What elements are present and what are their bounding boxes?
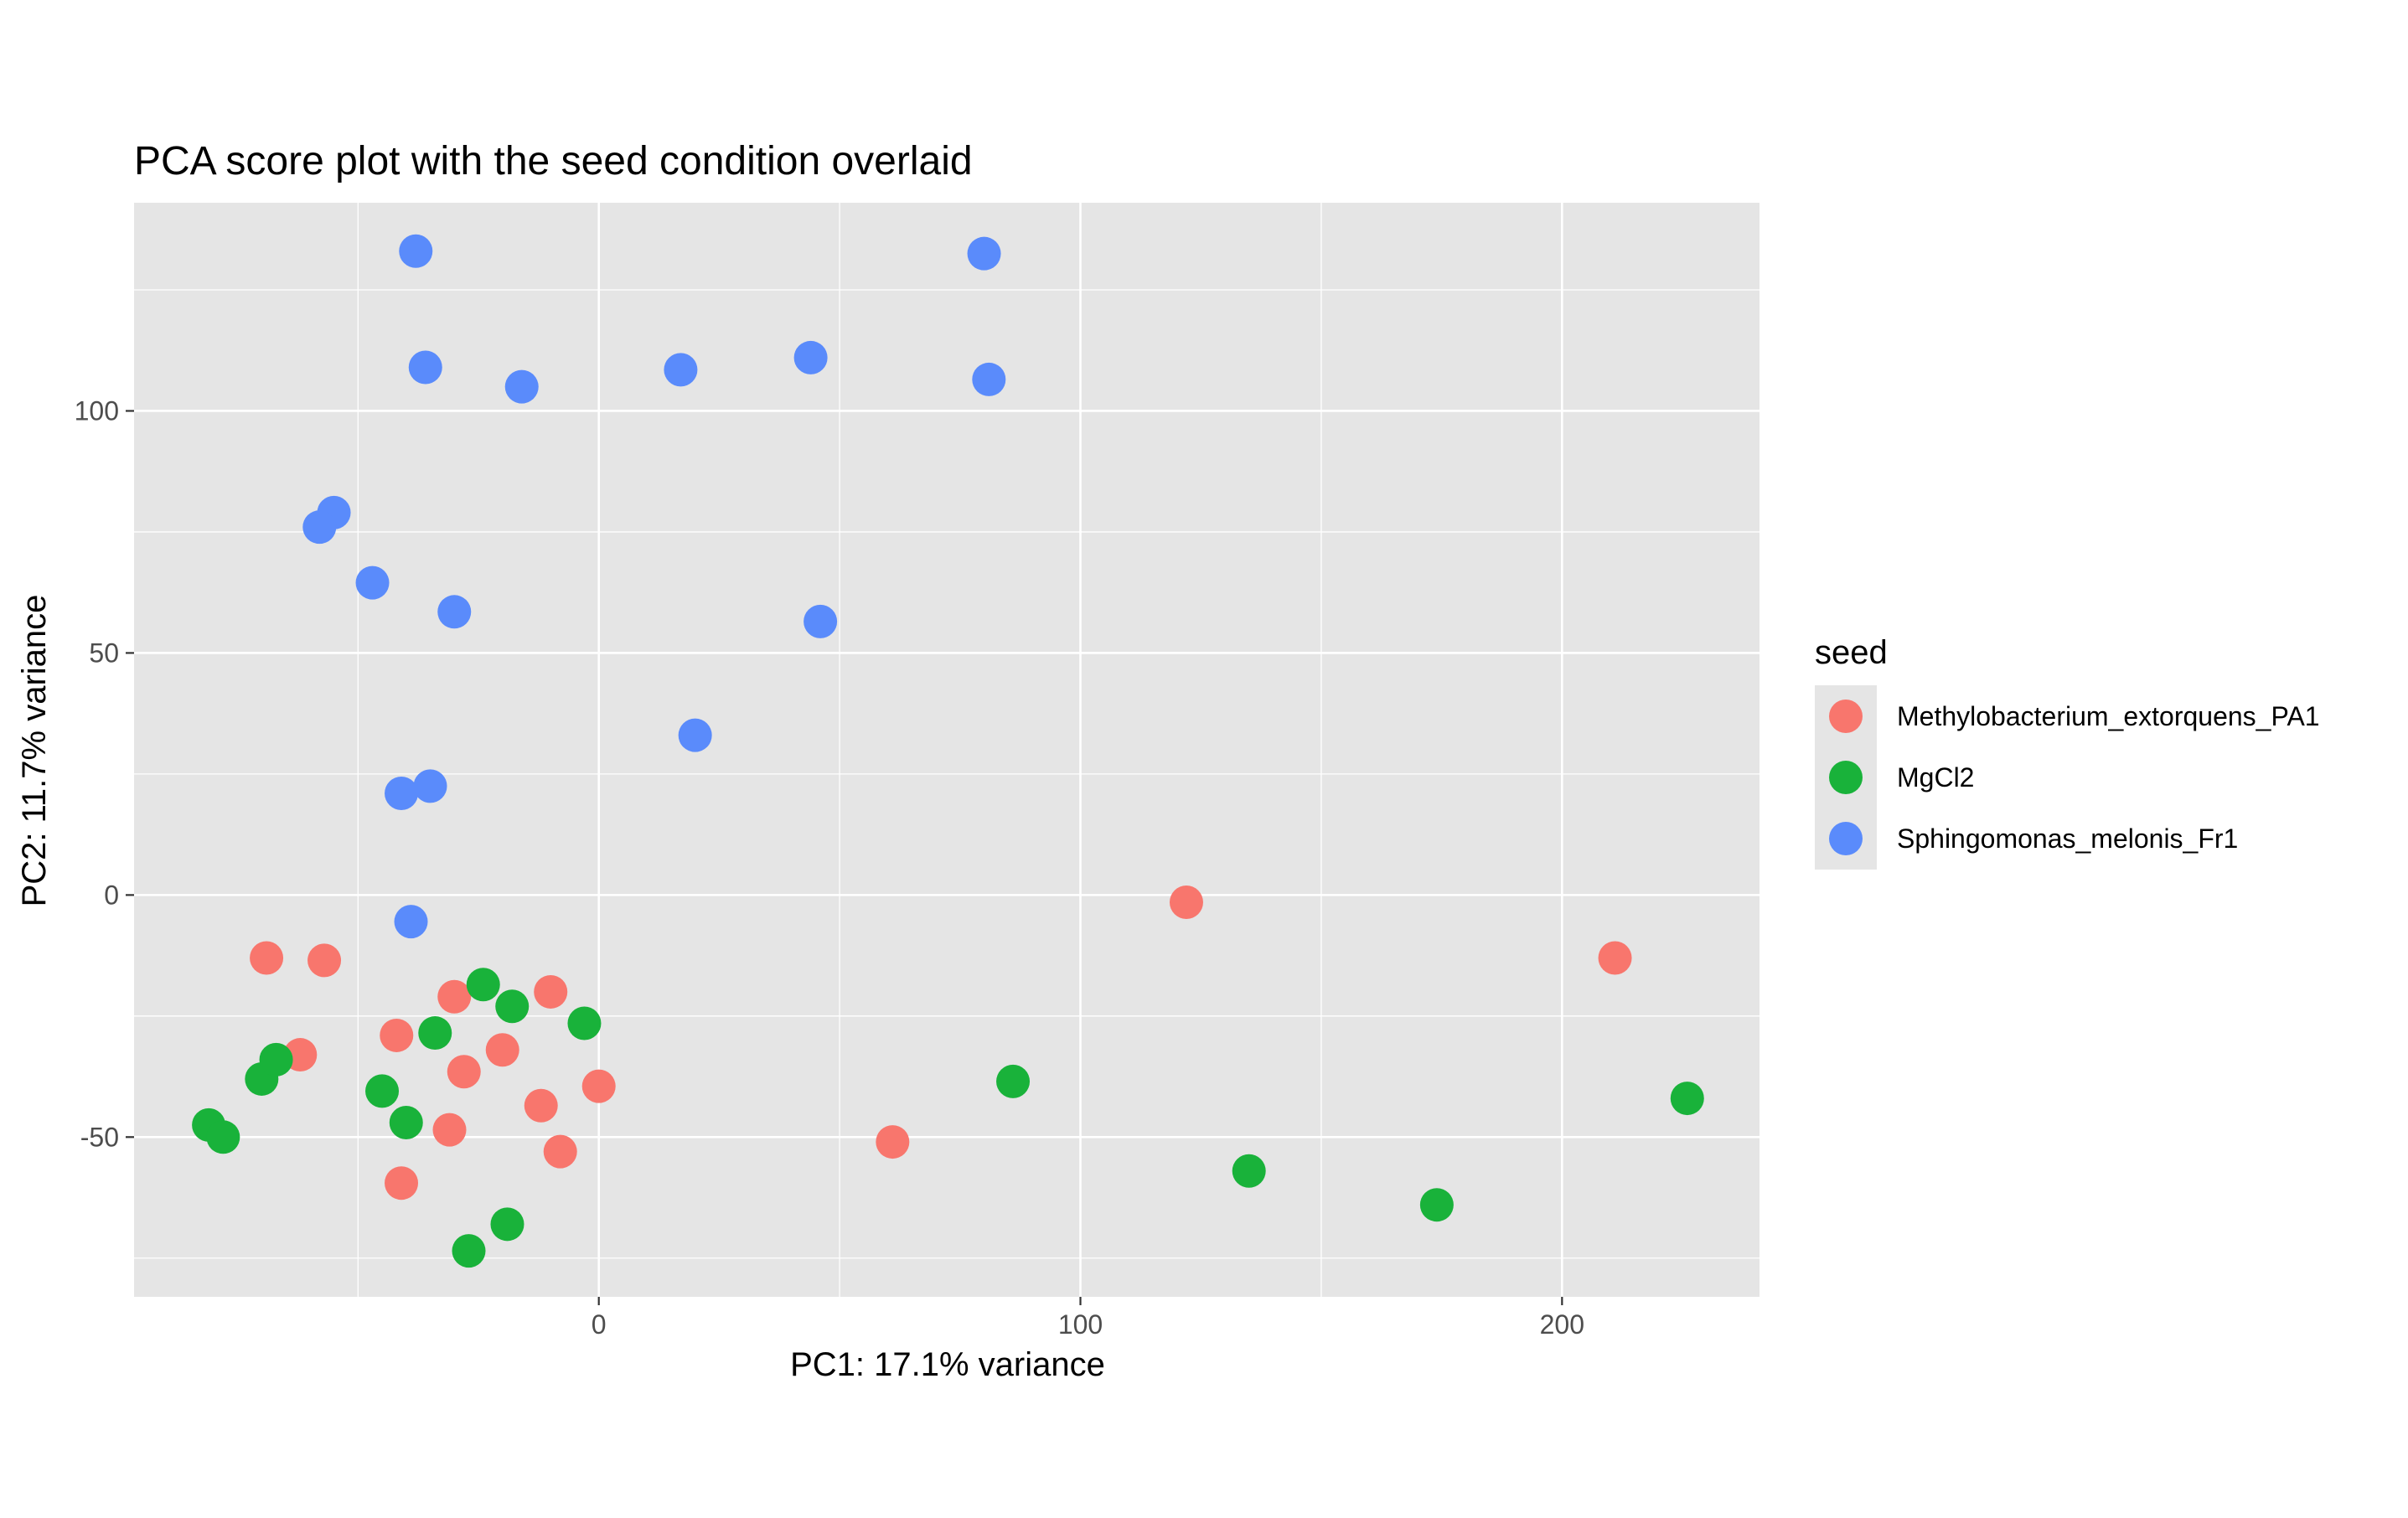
data-point bbox=[1670, 1082, 1704, 1116]
data-point bbox=[447, 1055, 481, 1089]
data-point bbox=[380, 1018, 414, 1052]
data-point bbox=[678, 718, 712, 752]
x-tick-label: 0 bbox=[592, 1309, 607, 1340]
data-point bbox=[495, 989, 530, 1024]
data-point bbox=[490, 1207, 524, 1242]
legend-title: seed bbox=[1815, 634, 1888, 671]
data-point bbox=[418, 1016, 452, 1051]
chart-title: PCA score plot with the seed condition o… bbox=[134, 139, 973, 183]
legend-key bbox=[1829, 822, 1863, 855]
x-tick-label: 100 bbox=[1058, 1309, 1103, 1340]
data-point bbox=[804, 604, 838, 638]
data-points bbox=[192, 234, 1704, 1268]
data-point bbox=[972, 362, 1006, 396]
data-point bbox=[504, 369, 539, 404]
data-point bbox=[524, 1088, 558, 1123]
x-axis: 0 100 200 bbox=[592, 1297, 1584, 1340]
legend-key bbox=[1829, 761, 1863, 794]
data-point bbox=[206, 1120, 240, 1154]
data-point bbox=[1232, 1154, 1266, 1188]
data-point bbox=[259, 1042, 293, 1077]
data-point bbox=[1419, 1188, 1454, 1222]
data-point bbox=[876, 1125, 910, 1159]
y-tick-label: 50 bbox=[89, 638, 119, 668]
data-point bbox=[408, 350, 442, 385]
data-point bbox=[355, 565, 390, 600]
data-point bbox=[385, 1166, 419, 1200]
y-axis-title: PC2: 11.7% variance bbox=[16, 595, 53, 907]
y-tick-label: 0 bbox=[104, 880, 119, 910]
data-point bbox=[996, 1064, 1031, 1098]
data-point bbox=[307, 943, 342, 978]
y-tick-label: -50 bbox=[80, 1122, 119, 1152]
legend-label: Sphingomonas_melonis_Fr1 bbox=[1897, 824, 2238, 854]
data-point bbox=[664, 353, 698, 387]
y-tick-label: 100 bbox=[75, 395, 119, 426]
y-axis: -50 0 50 100 bbox=[75, 395, 134, 1152]
legend-key bbox=[1829, 700, 1863, 733]
data-point bbox=[793, 340, 828, 374]
data-point bbox=[389, 1105, 423, 1139]
plot-panel bbox=[134, 203, 1759, 1297]
x-tick-label: 200 bbox=[1540, 1309, 1584, 1340]
grid-minor bbox=[134, 203, 1759, 1297]
data-point bbox=[1169, 886, 1203, 920]
data-point bbox=[394, 905, 428, 939]
data-point bbox=[485, 1033, 519, 1067]
data-point bbox=[1598, 941, 1632, 975]
data-point bbox=[302, 510, 337, 545]
data-point bbox=[365, 1074, 400, 1108]
data-point bbox=[437, 595, 472, 629]
data-point bbox=[967, 236, 1001, 271]
data-point bbox=[385, 777, 419, 811]
data-point bbox=[250, 941, 284, 975]
data-point bbox=[581, 1069, 616, 1103]
data-point bbox=[432, 1113, 467, 1147]
data-point bbox=[452, 1234, 486, 1268]
data-point bbox=[437, 979, 472, 1014]
data-point bbox=[534, 974, 568, 1009]
data-point bbox=[543, 1134, 577, 1169]
x-axis-title: PC1: 17.1% variance bbox=[790, 1346, 1105, 1383]
legend-label: MgCl2 bbox=[1897, 762, 1974, 793]
legend: seed Methylobacterium_extorquens_PA1 MgCl… bbox=[1815, 634, 2320, 870]
legend-label: Methylobacterium_extorquens_PA1 bbox=[1897, 701, 2320, 731]
data-point bbox=[413, 769, 447, 803]
data-point bbox=[399, 234, 433, 268]
data-point bbox=[466, 968, 500, 1002]
data-point bbox=[567, 1006, 602, 1040]
